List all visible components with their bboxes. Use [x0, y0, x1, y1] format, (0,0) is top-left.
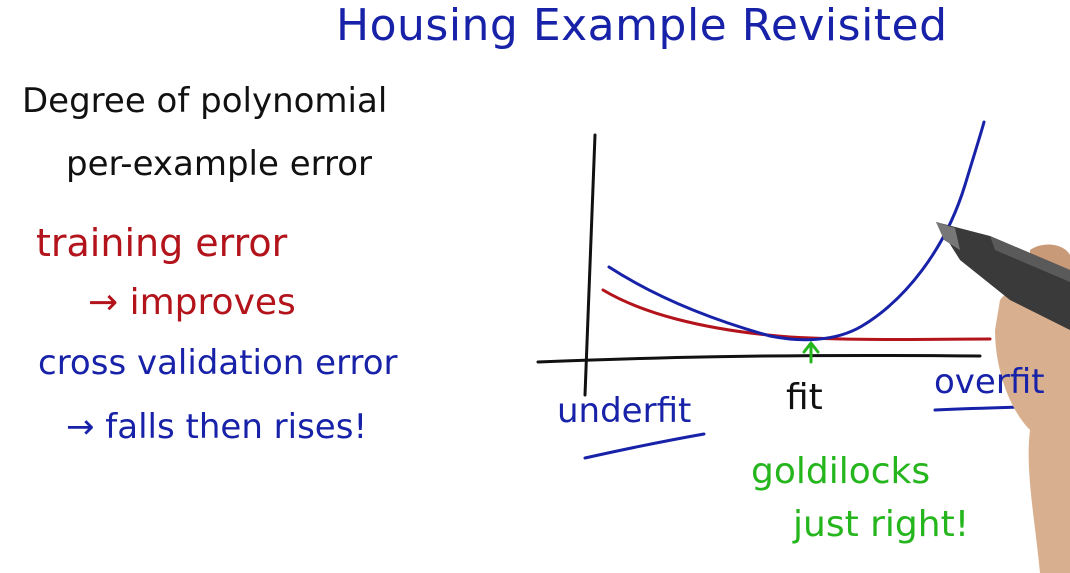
x-axis: [536, 353, 982, 364]
note-training-error: training error: [36, 221, 288, 265]
page-title: Housing Example Revisited: [336, 0, 948, 51]
pen-icon: [936, 222, 1070, 330]
x-label-overfit: overfit: [934, 362, 1045, 402]
y-axis: [583, 133, 597, 397]
x-label-underfit: underfit: [557, 391, 692, 431]
note-improves: → improves: [88, 282, 296, 323]
annotation-just-right: just right!: [793, 504, 970, 545]
note-falls-then-rises: → falls then rises!: [66, 407, 368, 447]
cross-validation-error-curve: [607, 120, 986, 342]
annotation-goldilocks: goldilocks: [751, 451, 931, 492]
underfit-underline: [583, 432, 706, 460]
training-error-curve: [601, 288, 992, 341]
fit-arrowhead: [802, 341, 820, 354]
x-label-fit: fit: [786, 377, 823, 418]
note-degree: Degree of polynomial: [22, 81, 388, 121]
note-per-example: per-example error: [66, 144, 373, 184]
note-cross-validation-error: cross validation error: [38, 343, 398, 383]
